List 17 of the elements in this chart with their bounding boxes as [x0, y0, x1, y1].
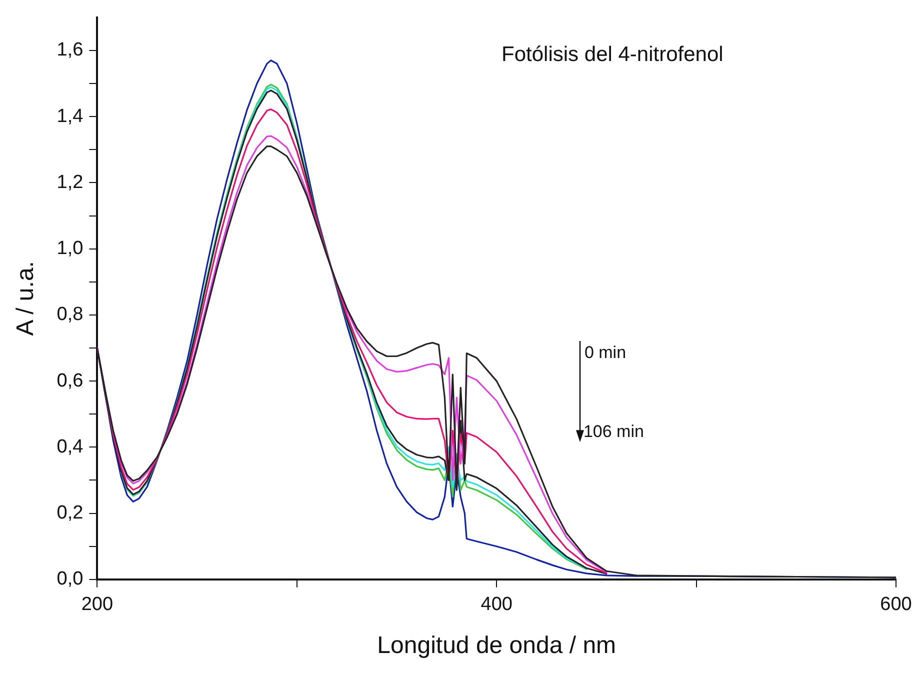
y-tick-label: 0,4 [56, 436, 84, 458]
y-tick-label: 1,2 [56, 172, 84, 193]
x-tick-label: 600 [880, 594, 912, 616]
y-tick-label: 0,0 [56, 568, 84, 590]
y-tick-label: 1,4 [56, 106, 84, 127]
y-tick-label: 0,2 [56, 502, 84, 524]
x-tick-label: 400 [480, 594, 512, 616]
text: Fotólisis del 4-nitrofenol [502, 43, 724, 66]
y-tick-label: 0,8 [56, 304, 84, 326]
y-tick-label: 0,6 [56, 370, 84, 392]
y-axis-title: A / u.a. [12, 261, 40, 336]
x-axis-title: Longitud de onda / nm [377, 632, 616, 660]
y-tick-label: 1,0 [56, 238, 84, 260]
annotation: 0 min [584, 342, 626, 363]
annotation: 106 min [583, 422, 644, 442]
x-tick-label: 200 [81, 594, 114, 616]
y-tick-label: 1,6 [56, 40, 84, 61]
